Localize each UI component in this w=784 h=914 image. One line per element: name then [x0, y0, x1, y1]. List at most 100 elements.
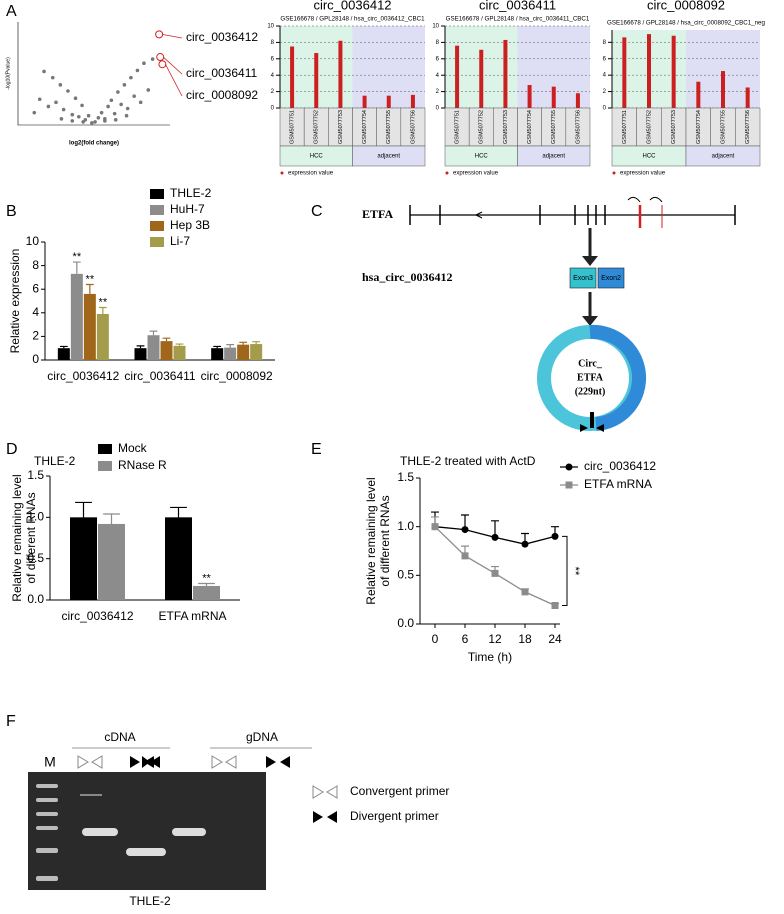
point — [132, 94, 136, 98]
legend-marker — [280, 171, 284, 175]
circle-text: Circ_ — [578, 358, 603, 369]
x-tick-label: GSM5077751 — [455, 110, 461, 144]
x-tick-label: circ_0008092 — [201, 369, 273, 383]
annotation-line — [165, 64, 183, 97]
bar — [134, 348, 147, 360]
group-label: adjacent — [542, 154, 565, 160]
x-tick-label: 24 — [548, 632, 562, 646]
annotation-line — [162, 33, 183, 39]
group-label: adjacent — [712, 154, 735, 160]
bar — [479, 49, 484, 108]
legend-label: HuH-7 — [170, 202, 205, 216]
legend-label: THLE-2 — [170, 186, 212, 200]
point — [124, 113, 129, 118]
x-tick-label: GSM5077753 — [671, 110, 677, 144]
circ-arc — [589, 324, 647, 431]
bar — [696, 81, 701, 108]
y-axis-label: Relative expression — [8, 249, 22, 354]
point — [73, 96, 78, 101]
y-tick-label: 4 — [271, 73, 275, 79]
y-tick-label: 0.5 — [397, 568, 414, 582]
legend-marker — [565, 481, 573, 489]
point — [431, 523, 439, 531]
point — [142, 61, 146, 65]
point — [125, 106, 130, 111]
x-tick-label: GSM5077752 — [646, 110, 652, 144]
error-bar — [136, 345, 145, 349]
primer-icons — [77, 755, 290, 769]
point — [86, 113, 91, 118]
gene-diagram: ETFA hsa_circ_0036412 Exon3 Exon2 Circ_ … — [362, 196, 736, 432]
legend-swatch — [98, 444, 112, 454]
point — [54, 100, 58, 105]
point — [112, 111, 117, 116]
bar — [410, 94, 415, 108]
highlight — [158, 60, 167, 69]
x-tick-label: GSM5077755 — [720, 110, 726, 144]
annotation: circ_0008092 — [186, 88, 258, 102]
error-bar — [239, 341, 248, 345]
bar — [160, 341, 173, 360]
bar — [527, 85, 532, 108]
exon-label: Exon3 — [573, 275, 593, 282]
gel-group: gDNA — [246, 730, 278, 744]
ladder — [36, 784, 58, 881]
panel-label: A — [6, 3, 17, 20]
y-axis-label: Relative remaining level — [364, 477, 378, 604]
annotation: circ_0036411 — [186, 66, 257, 80]
x-tick-label: GSM5077752 — [314, 110, 320, 144]
category-cell — [328, 107, 353, 147]
group-bg — [352, 26, 425, 108]
point — [81, 120, 85, 124]
legend-swatch — [150, 205, 164, 215]
point — [138, 100, 143, 105]
bar — [362, 95, 367, 108]
bar — [98, 523, 125, 600]
error-bar — [226, 344, 235, 348]
error-bar — [252, 341, 261, 345]
gel — [28, 772, 266, 890]
x-tick-label: circ_0036412 — [47, 369, 119, 383]
exons — [409, 205, 736, 228]
arrow-head — [582, 316, 598, 326]
bar — [671, 35, 676, 108]
point — [66, 89, 70, 93]
bar — [647, 34, 651, 108]
legend-label: RNase R — [118, 458, 167, 472]
point — [491, 533, 499, 541]
x-tick-label: GSM5077752 — [479, 110, 485, 144]
point — [93, 120, 97, 124]
group-cell — [352, 145, 426, 167]
legend-swatch — [98, 461, 112, 471]
point — [109, 98, 114, 103]
error-bar — [175, 343, 184, 346]
y-tick-label: 1.5 — [27, 468, 44, 482]
splice-mark — [627, 196, 663, 203]
category-cell — [541, 107, 567, 147]
bar — [224, 347, 237, 360]
bar — [70, 517, 97, 600]
significance: ** — [569, 567, 581, 576]
x-tick-label: circ_0036411 — [124, 369, 195, 383]
chart-title: circ_0008092 — [647, 0, 725, 12]
significance: ** — [86, 273, 95, 285]
x-axis-label: log2(fold change) — [69, 141, 119, 147]
point — [61, 107, 66, 112]
category-cell — [400, 107, 426, 147]
legend-text: Divergent primer — [350, 809, 439, 823]
legend-swatch — [150, 237, 164, 247]
circ-name: hsa_circ_0036412 — [362, 270, 452, 284]
y-tick-label: 8 — [436, 40, 440, 46]
panel-label: C — [311, 203, 323, 220]
y-tick-label: 6 — [32, 281, 39, 295]
bands — [80, 794, 206, 856]
bar — [386, 95, 391, 108]
x-tick-label: 18 — [518, 632, 532, 646]
annotation-line — [162, 56, 183, 75]
highlight — [155, 30, 164, 39]
y-tick-label: 6 — [436, 56, 440, 62]
point — [37, 97, 42, 102]
y-tick-label: 2 — [32, 329, 39, 343]
gel-panel: cDNA gDNA M THLE-2 Convergent primer Div… — [28, 730, 449, 908]
group-cell — [517, 145, 591, 167]
